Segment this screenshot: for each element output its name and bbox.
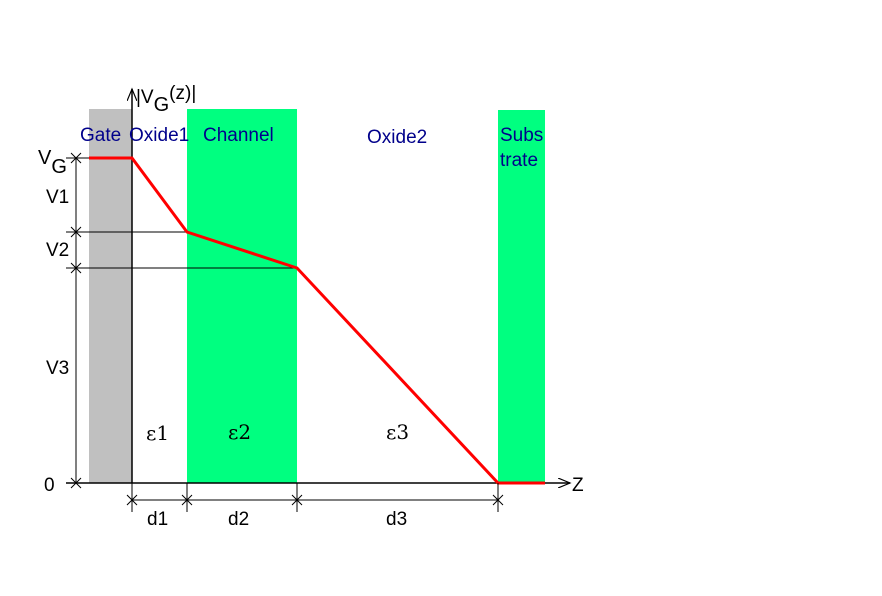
d1-label: d1 <box>147 509 168 530</box>
epsilon2-label: ε2 <box>228 420 251 444</box>
gate-region <box>89 109 132 483</box>
v2-label: V2 <box>46 240 69 261</box>
d3-label: d3 <box>386 509 407 530</box>
epsilon3-label: ε3 <box>386 420 409 444</box>
x-axis-label: Z <box>572 475 584 496</box>
v1-label: V1 <box>46 187 69 208</box>
epsilon1-label: ε1 <box>146 421 169 445</box>
oxide2-label: Oxide2 <box>367 127 427 148</box>
oxide1-label: Oxide1 <box>129 125 189 146</box>
substrate-label-line2: trate <box>500 150 538 171</box>
channel-region <box>187 109 297 483</box>
v3-label: V3 <box>46 358 69 379</box>
vg-label: VG <box>38 147 67 178</box>
potential-profile-line <box>89 156 545 485</box>
gate-label: Gate <box>80 125 121 146</box>
zero-label: 0 <box>44 475 55 496</box>
thickness-dimension-ticks <box>126 483 504 512</box>
substrate-label-line1: Subs <box>500 125 543 146</box>
substrate-region <box>498 110 545 483</box>
channel-label: Channel <box>203 125 274 146</box>
y-axis-label: |VG(z)| <box>136 83 196 116</box>
d2-label: d2 <box>228 509 249 530</box>
